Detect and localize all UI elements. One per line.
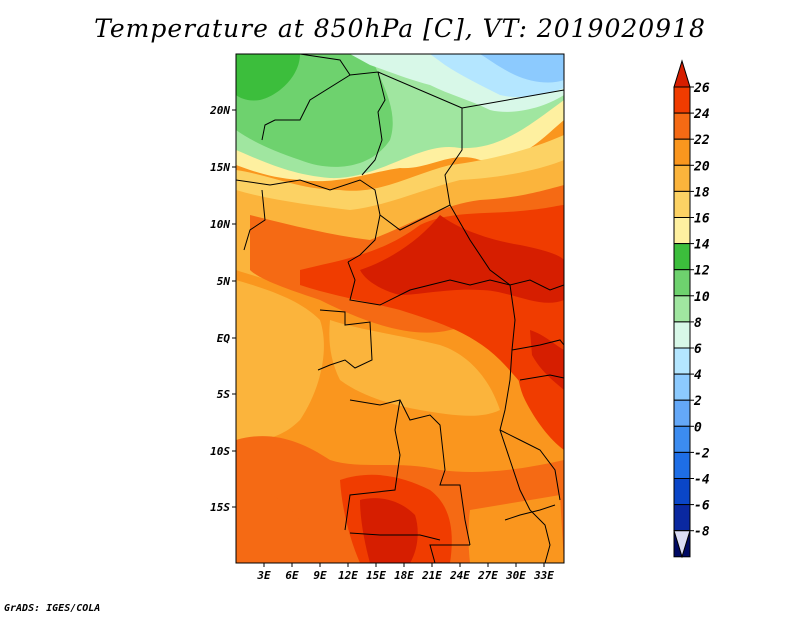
colorbar-label: -8 — [694, 525, 710, 540]
lat-label: 15S — [210, 501, 230, 514]
colorbar-swatch — [673, 504, 691, 532]
colorbar-label: 6 — [694, 342, 702, 357]
colorbar-swatch — [673, 243, 691, 271]
country-borders — [236, 54, 564, 563]
colorbar-swatch — [673, 321, 691, 349]
colorbar-swatch — [673, 112, 691, 140]
colorbar-label: 12 — [694, 264, 710, 279]
lon-label: 21E — [421, 569, 442, 582]
colorbar-label: 24 — [693, 107, 710, 122]
colorbar-swatch — [673, 451, 691, 479]
colorbar-top-triangle — [673, 59, 691, 88]
colorbar-swatch — [673, 164, 691, 192]
colorbar-label: 22 — [693, 133, 710, 148]
colorbar-label: 0 — [694, 420, 702, 435]
colorbar-swatch — [673, 269, 691, 297]
colorbar-label: 8 — [694, 316, 702, 331]
colorbar-swatch — [673, 86, 691, 114]
lat-label: 20N — [209, 104, 230, 117]
latitude-axis: 20N 15N 10N 5N EQ 5S 10S 15S — [209, 104, 236, 514]
colorbar-label: 26 — [693, 81, 710, 96]
colorbar-swatch — [673, 295, 691, 323]
colorbar-label: 4 — [694, 368, 702, 383]
colorbar-swatch — [673, 373, 691, 401]
lon-label: 24E — [449, 569, 470, 582]
colorbar-label: 2 — [693, 394, 702, 409]
lat-label: 10S — [210, 445, 230, 458]
lon-label: 18E — [394, 569, 414, 582]
colorbar-label: 14 — [694, 238, 710, 253]
colorbar-swatch — [673, 217, 691, 245]
temperature-field — [236, 54, 564, 563]
colorbar-swatch — [673, 138, 691, 166]
lon-label: 12E — [338, 569, 358, 582]
colorbar-label: -6 — [694, 499, 710, 514]
lat-label: 15N — [210, 161, 230, 174]
colorbar-label: -4 — [694, 473, 710, 488]
colorbar-swatch — [673, 347, 691, 375]
map-frame — [235, 53, 565, 564]
lat-label: 10N — [210, 218, 230, 231]
map-title: Temperature at 850hPa [C], VT: 201902091… — [94, 14, 706, 43]
colorbar-label: -2 — [694, 446, 710, 461]
lon-label: 9E — [313, 569, 327, 582]
longitude-axis: 3E 6E 9E 12E 15E 18E 21E 24E 27E 30E 33E — [256, 563, 554, 582]
lon-label: 27E — [477, 569, 498, 582]
colorbar-label: 18 — [694, 185, 710, 200]
lon-label: 33E — [533, 569, 554, 582]
lon-label: 3E — [256, 569, 271, 582]
colorbar-bottom-triangle — [673, 530, 691, 559]
lon-label: 15E — [366, 569, 386, 582]
lat-label: 5S — [217, 388, 231, 401]
grads-credit: GrADS: IGES/COLA — [4, 603, 101, 614]
colorbar-swatch — [673, 190, 691, 218]
colorbar-label: 10 — [694, 290, 710, 305]
colorbar-swatch — [673, 399, 691, 427]
lon-label: 6E — [285, 569, 299, 582]
colorbar-swatch — [673, 425, 691, 453]
lat-label: 5N — [217, 275, 231, 288]
colorbar-swatch — [673, 478, 691, 506]
colorbar-label: 16 — [694, 212, 710, 227]
lon-label: 30E — [505, 569, 526, 582]
colorbar-label: 20 — [693, 159, 710, 174]
lat-label: EQ — [217, 332, 231, 345]
